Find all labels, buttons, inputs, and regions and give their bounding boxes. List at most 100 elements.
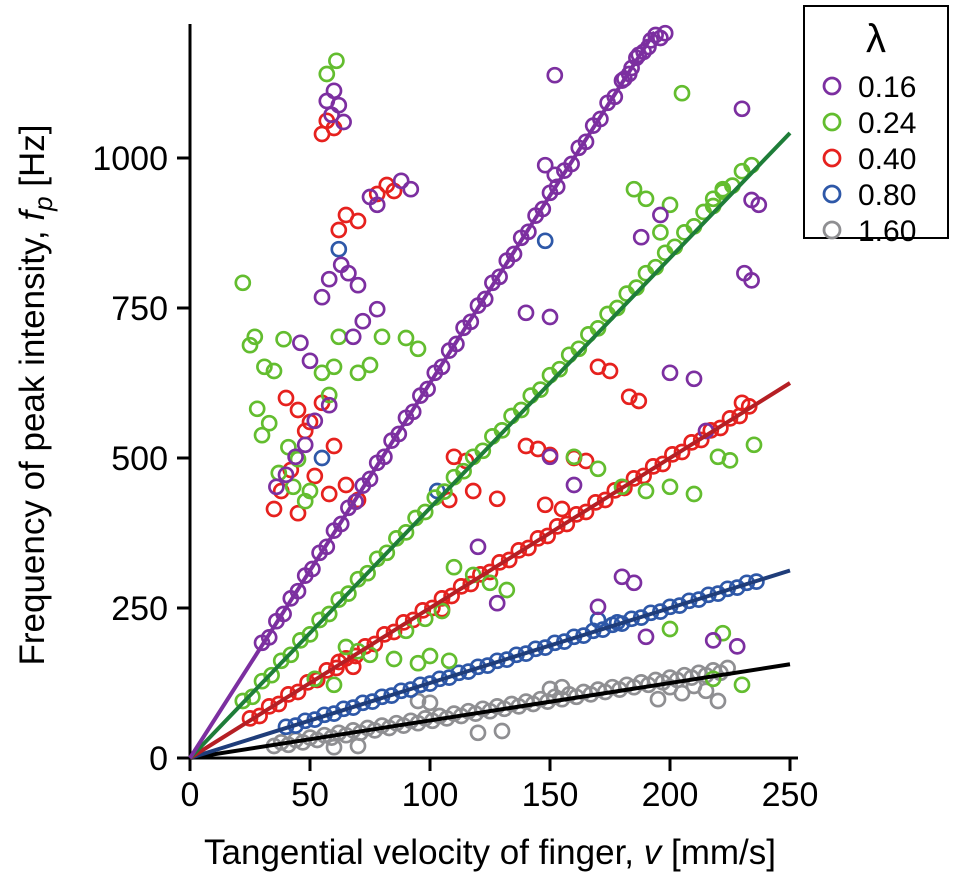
scatter-point: [476, 290, 494, 308]
scatter-point: [349, 212, 367, 230]
scatter-point: [637, 190, 655, 208]
fit-line-0.16: [188, 30, 657, 760]
scatter-point: [275, 605, 292, 623]
scatter-point: [714, 180, 732, 198]
x-tick-label: 0: [181, 776, 200, 814]
scatter-point: [349, 737, 367, 755]
scatter-point: [491, 268, 508, 286]
scatter-point: [304, 560, 321, 578]
fit-line-0.40: [188, 381, 792, 760]
scatter-point: [541, 680, 559, 698]
scatter-point: [349, 364, 367, 382]
y-tick-label: 500: [111, 440, 168, 478]
scatter-point: [565, 476, 583, 494]
x-tick-label: 150: [522, 776, 579, 814]
scatter-point: [349, 276, 367, 294]
scatter-point: [512, 401, 530, 419]
scatter-point: [546, 66, 564, 84]
scatter-point: [649, 690, 667, 708]
scatter-point: [704, 190, 722, 208]
scatter-point: [385, 650, 403, 668]
scatter-point: [606, 88, 624, 106]
scatter-point: [733, 676, 751, 694]
scatter-point: [625, 180, 643, 198]
scatter-point: [354, 312, 372, 330]
scatter-point: [292, 334, 309, 352]
scatter-point: [548, 178, 566, 196]
scatter-point: [692, 431, 710, 449]
scatter-point: [409, 692, 427, 710]
scatter-point: [325, 358, 343, 376]
scatter-point: [493, 422, 511, 439]
legend-item-label: 0.24: [858, 107, 916, 140]
scatter-point: [536, 232, 554, 250]
scatter-point: [251, 707, 268, 725]
scatter-point: [536, 496, 554, 514]
scatter-point: [697, 682, 715, 700]
scatter-point: [340, 585, 357, 602]
scatter-point: [241, 336, 259, 354]
scatter-point: [488, 490, 506, 508]
scatter-point: [320, 270, 338, 288]
scatter-point: [313, 449, 331, 467]
scatter-point: [613, 478, 631, 496]
scatter-point: [652, 224, 669, 241]
scatter-point: [481, 574, 499, 592]
axis-label-part: [mm/s]: [661, 833, 776, 872]
scatter-point: [616, 70, 633, 88]
scatter-point: [637, 482, 655, 500]
scatter-point: [436, 483, 453, 500]
scatter-point: [244, 688, 261, 706]
scatter-point: [704, 632, 722, 649]
scatter-point: [416, 503, 434, 521]
scatter-point: [397, 329, 415, 347]
scatter-point: [265, 500, 283, 518]
x-tick-label: 250: [762, 776, 819, 814]
scatter-point: [488, 594, 506, 612]
scatter-point: [541, 308, 559, 326]
axis-label-part: v: [644, 833, 664, 872]
scatter-point: [620, 388, 638, 406]
scatter-point: [392, 172, 410, 190]
axis-label-part: [Hz]: [13, 124, 52, 196]
scatter-point: [455, 462, 472, 480]
scatter-point: [630, 392, 648, 410]
scatter-point: [378, 544, 396, 562]
x-tick-label: 100: [402, 776, 459, 814]
scatter-point: [673, 84, 691, 102]
y-tick-label: 0: [149, 740, 168, 778]
scatter-point: [419, 380, 436, 398]
scatter-point: [390, 425, 408, 443]
scatter-point: [263, 666, 280, 684]
scatter-point: [421, 647, 439, 665]
scatter-point: [661, 478, 679, 496]
scatter-point: [296, 492, 314, 510]
scatter-point: [344, 328, 362, 346]
scatter-point: [318, 65, 336, 83]
scatter-point: [246, 328, 264, 346]
fit-line-1.60: [189, 662, 791, 760]
series-0.40: [241, 112, 758, 727]
legend-marker-icon: [822, 148, 842, 168]
scatter-point: [498, 581, 516, 599]
scatter-point: [433, 358, 451, 376]
scatter-point: [347, 493, 364, 511]
scatter-point: [368, 300, 386, 318]
x-axis-title: Tangential velocity of finger, v [mm/s]: [204, 833, 776, 872]
scatter-point: [330, 240, 348, 258]
series-0.80: [277, 232, 765, 736]
scatter-point: [673, 684, 691, 702]
scatter-point: [335, 113, 352, 131]
scatter-point: [632, 228, 650, 246]
scatter-point: [563, 155, 580, 173]
scatter-point: [532, 381, 549, 398]
scatter-point: [282, 646, 300, 664]
scatter-point: [330, 221, 348, 239]
scatter-point: [325, 437, 343, 455]
scatter-point: [520, 223, 537, 241]
scatter-point: [553, 678, 571, 696]
scatter-point: [325, 676, 343, 694]
scatter-point: [306, 412, 324, 430]
scatter-point: [553, 500, 571, 518]
